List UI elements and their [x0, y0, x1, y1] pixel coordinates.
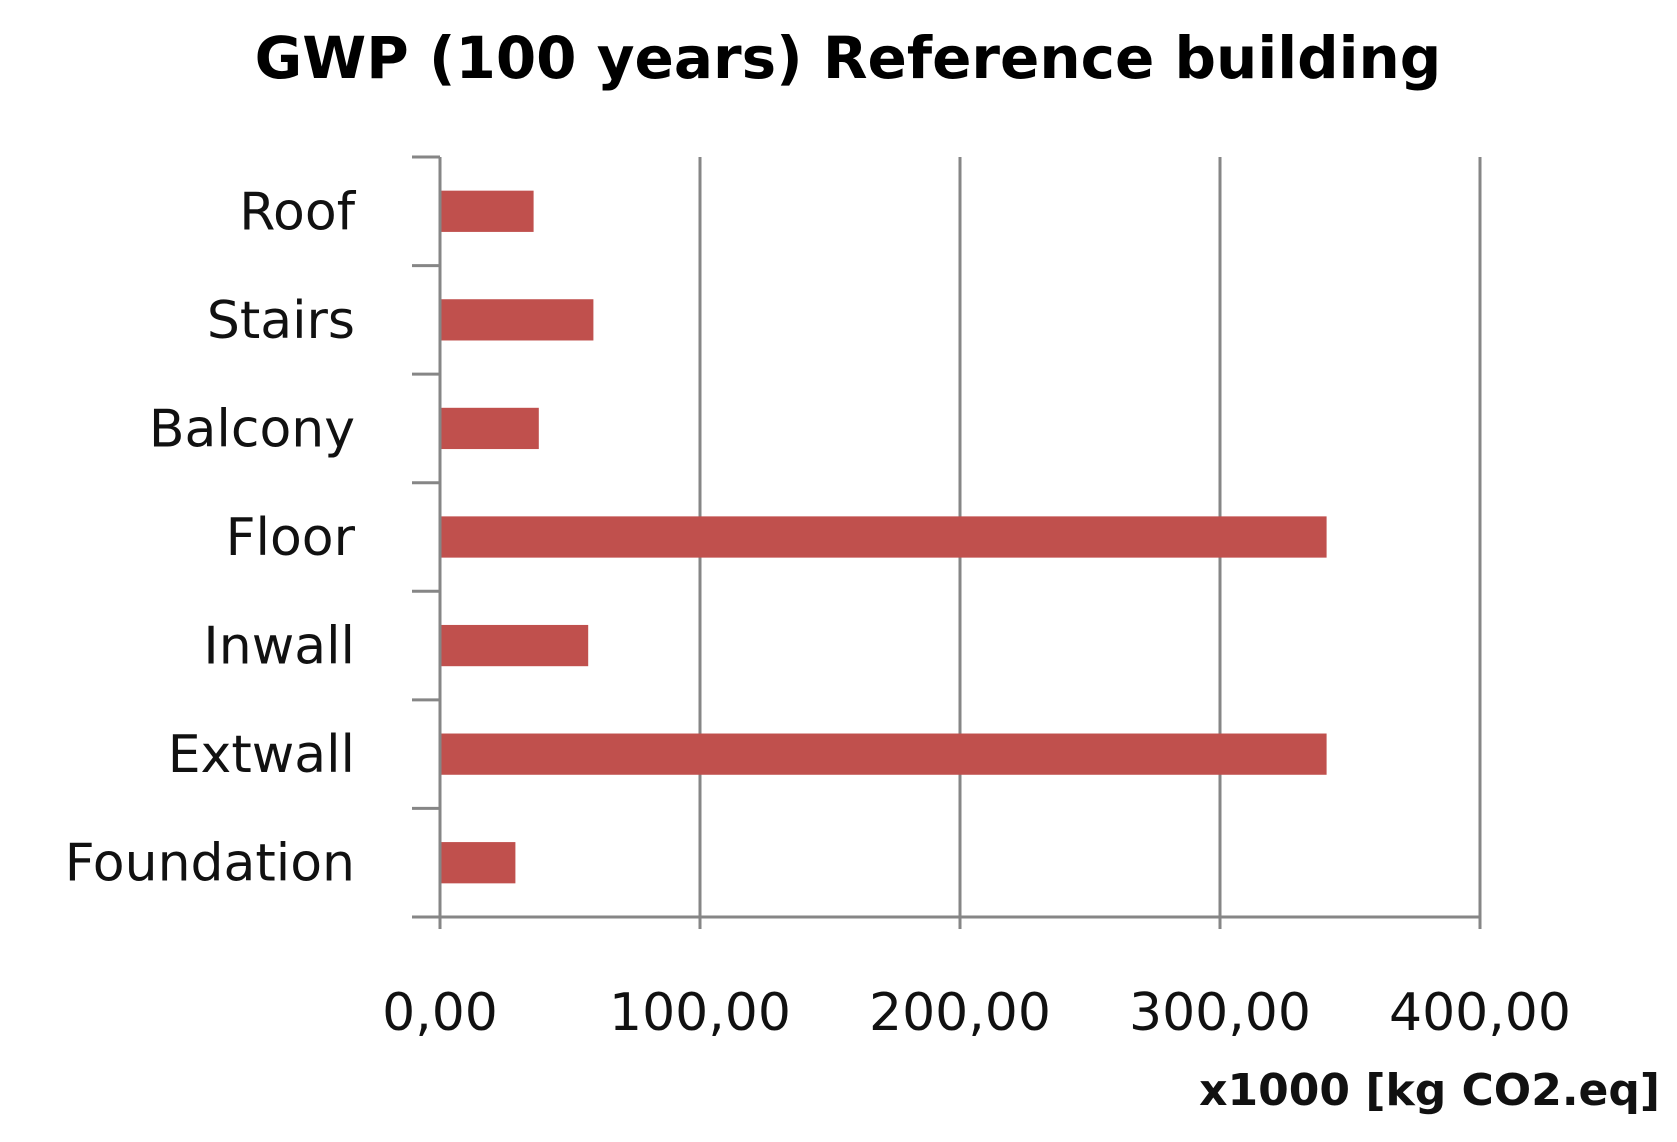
bar-floor [440, 516, 1327, 558]
x-tick-label: 300,00 [1129, 983, 1311, 1043]
category-label: Inwall [203, 617, 355, 677]
bar-inwall [440, 624, 589, 667]
category-label: Floor [226, 508, 356, 568]
x-tick-label: 0,00 [382, 983, 498, 1043]
bars [440, 190, 1327, 884]
bar-balcony [440, 407, 539, 450]
bar-extwall [440, 733, 1327, 775]
x-tick-label: 400,00 [1389, 983, 1571, 1043]
chart-title: GWP (100 years) Reference building [255, 24, 1442, 92]
category-label: Roof [239, 182, 356, 242]
category-labels: Roof Stairs Balcony Floor Inwall Extwall Found… [65, 182, 357, 893]
category-label: Balcony [149, 399, 355, 459]
category-label: Stairs [207, 291, 355, 351]
bar-foundation [440, 842, 516, 884]
category-label: Extwall [168, 725, 355, 785]
x-tick-label: 200,00 [869, 983, 1051, 1043]
bar-stairs [440, 299, 594, 341]
x-axis-title: x1000 [kg CO2.eq] [1199, 1065, 1660, 1116]
category-label: Foundation [65, 834, 355, 894]
bar-roof [440, 190, 534, 232]
x-tick-labels: 0,00 100,00 200,00 300,00 400,00 [382, 983, 1571, 1043]
x-tick-label: 100,00 [609, 983, 791, 1043]
axes [412, 155, 1480, 929]
